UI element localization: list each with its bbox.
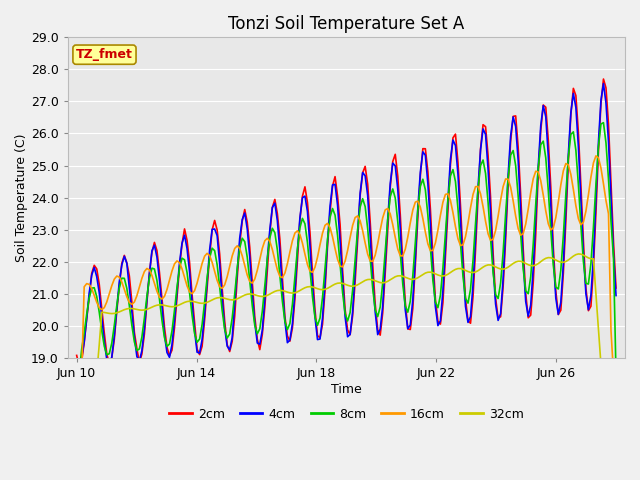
8cm [529,241,537,247]
8cm [73,371,81,377]
4cm [381,261,389,266]
X-axis label: Time: Time [331,383,362,396]
Line: 4cm: 4cm [77,84,616,367]
2cm [76,363,83,369]
16cm [592,153,600,159]
16cm [193,280,201,286]
Line: 2cm: 2cm [77,79,616,366]
16cm [73,371,81,377]
16cm [529,176,537,181]
4cm [196,350,204,356]
2cm [387,184,394,190]
Title: Tonzi Soil Temperature Set A: Tonzi Soil Temperature Set A [228,15,465,33]
32cm [208,297,216,303]
32cm [193,300,201,305]
32cm [529,263,537,269]
Line: 16cm: 16cm [77,156,616,374]
4cm [73,359,81,365]
16cm [487,238,495,243]
2cm [73,352,81,358]
4cm [387,180,394,186]
Y-axis label: Soil Temperature (C): Soil Temperature (C) [15,133,28,262]
32cm [575,251,582,257]
2cm [532,231,540,237]
32cm [612,371,620,377]
16cm [208,259,216,265]
2cm [600,76,607,82]
4cm [532,215,540,221]
2cm [381,270,389,276]
Legend: 2cm, 4cm, 8cm, 16cm, 32cm: 2cm, 4cm, 8cm, 16cm, 32cm [164,403,529,425]
8cm [487,236,495,241]
32cm [384,278,392,284]
4cm [489,264,497,269]
Line: 8cm: 8cm [77,123,616,374]
2cm [196,352,204,358]
8cm [600,120,607,126]
2cm [211,217,218,223]
4cm [76,364,83,370]
8cm [208,245,216,251]
4cm [211,226,218,232]
8cm [379,280,387,286]
32cm [487,262,495,268]
2cm [612,285,620,291]
Line: 32cm: 32cm [77,254,616,374]
32cm [73,371,81,377]
8cm [193,339,201,345]
16cm [612,371,620,377]
4cm [612,293,620,299]
8cm [384,216,392,222]
32cm [379,280,387,286]
4cm [600,81,607,86]
16cm [379,215,387,221]
16cm [384,205,392,211]
8cm [612,371,620,377]
2cm [489,250,497,256]
Text: TZ_fmet: TZ_fmet [76,48,133,61]
